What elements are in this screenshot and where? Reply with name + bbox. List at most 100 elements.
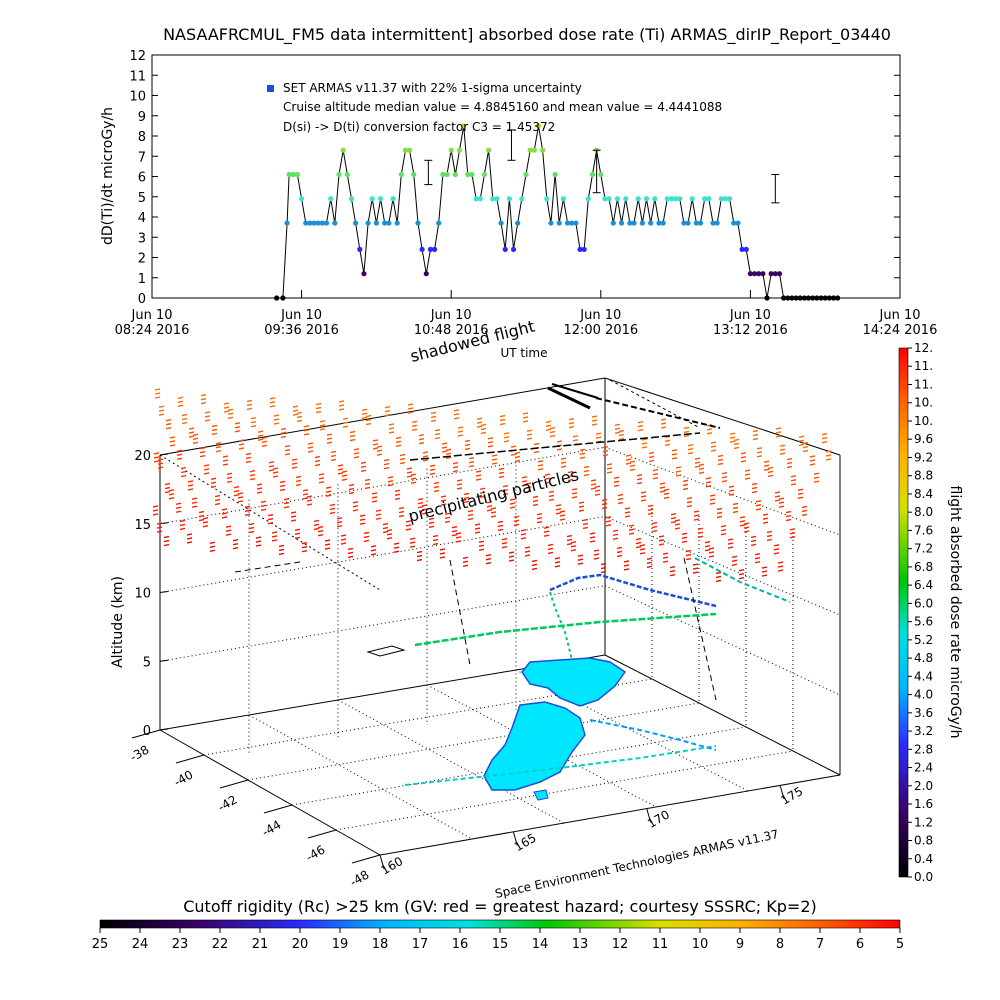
- lon-tick-mark: [779, 784, 785, 800]
- dose-point: [805, 295, 812, 301]
- rigidity-dash: [720, 532, 727, 536]
- rigidity-dash: [387, 484, 394, 487]
- rigidity-dash: [595, 436, 602, 439]
- rigidity-dash: [652, 476, 659, 480]
- rigidity-dash: [306, 499, 313, 502]
- rigidity-dash: [763, 464, 770, 467]
- rigidity-dash: [821, 441, 828, 444]
- rigidity-dash: [709, 502, 716, 505]
- rigidity-dash: [589, 536, 596, 539]
- rigidity-dash: [813, 472, 820, 475]
- rigidity-dash: [393, 542, 400, 545]
- rigidity-dash: [226, 476, 233, 479]
- rigidity-dash: [227, 408, 234, 412]
- rigidity-dash: [326, 441, 333, 444]
- alt-tick-label: 20: [134, 449, 151, 464]
- dose-point: [332, 220, 338, 226]
- rigidity-dash: [383, 466, 390, 470]
- rigidity-dash: [613, 480, 620, 483]
- rigidity-dash: [593, 549, 600, 552]
- dose-point: [544, 196, 550, 202]
- dose-point: [465, 171, 471, 178]
- dose-point: [793, 295, 799, 301]
- rigidity-dash: [433, 481, 440, 485]
- rigidity-dash: [522, 412, 529, 415]
- rigidity-dash: [180, 470, 187, 474]
- rigidity-dash: [549, 434, 556, 438]
- rigidity-dash: [222, 463, 229, 466]
- rigidity-dash: [411, 420, 418, 423]
- rigidity-dash: [480, 427, 487, 431]
- rigidity-dash: [789, 536, 796, 539]
- rigidity-dash: [405, 520, 412, 523]
- dose-point: [386, 220, 392, 226]
- colorbar-tick-label: 4.0: [914, 688, 933, 702]
- rigidity-dash: [153, 460, 160, 463]
- colorbar-tick-label: 7.2: [914, 542, 933, 556]
- x-tick-time: 10:48 2016: [414, 323, 489, 338]
- rigidity-dash: [215, 449, 222, 453]
- rigidity-dash: [168, 497, 175, 500]
- rigidity-dash: [728, 493, 735, 496]
- rigidity-dash: [175, 510, 182, 513]
- rigidity-dash: [640, 495, 647, 498]
- rigidity-dash: [301, 546, 308, 549]
- timeseries-y-label: dD(Ti)/dt microGy/h: [100, 107, 116, 245]
- lon-tick-mark: [646, 808, 652, 823]
- rigidity-dash: [314, 455, 321, 459]
- floor-grid-lat: [291, 726, 747, 806]
- rigidity-dash: [578, 509, 585, 512]
- colorbar-tick-label: 10.: [914, 414, 933, 428]
- rigidity-dash: [629, 460, 636, 463]
- colorbar-tick-label: 6.0: [914, 596, 933, 610]
- rigidity-dash: [623, 564, 630, 567]
- rigidity-dash: [648, 459, 655, 463]
- rigidity-dash: [660, 422, 667, 425]
- rigidity-dash: [732, 506, 739, 510]
- rigidity-dash: [503, 432, 510, 435]
- rigidity-dash: [409, 541, 416, 544]
- rigidity-dash: [202, 525, 209, 528]
- colorbar-tick-label: 0.4: [914, 852, 933, 866]
- rigidity-dash: [566, 538, 573, 542]
- rigidity-dash: [163, 539, 170, 543]
- rigidity-dash: [801, 509, 808, 513]
- rigidity-dash: [738, 577, 745, 580]
- rigidity-dash: [548, 490, 555, 494]
- annotation-conversion-factor: D(si) -> D(ti) conversion factor C3 = 1.…: [283, 120, 555, 134]
- dose-point: [756, 271, 762, 277]
- rigidity-tick-label: 23: [172, 937, 189, 952]
- longitude-ticks: 160 165 170 175: [379, 784, 806, 878]
- rigidity-dash: [531, 559, 538, 563]
- rigidity-dash: [716, 515, 723, 519]
- rigidity-dash: [158, 409, 165, 412]
- rigidity-dash: [669, 573, 676, 577]
- rigidity-dash: [342, 421, 349, 424]
- rigidity-dash: [272, 471, 279, 474]
- rigidity-dash: [752, 433, 759, 437]
- rigidity-dash: [490, 511, 497, 514]
- rigidity-dash: [455, 540, 462, 543]
- stewart-island: [533, 789, 549, 801]
- dose-point: [598, 171, 604, 178]
- rigidity-dash: [279, 484, 286, 488]
- colorbar-tick-label: 4.4: [914, 669, 933, 683]
- rigidity-dash: [278, 552, 285, 556]
- rigidity-tick-label: 10: [692, 937, 709, 952]
- rigidity-dash: [731, 555, 738, 559]
- rigidity-dash: [406, 467, 413, 470]
- rigidity-dash: [756, 451, 763, 454]
- rigidity-dash: [583, 469, 590, 473]
- rigidity-dash: [200, 402, 207, 405]
- rigidity-dash: [475, 474, 482, 477]
- dose-point: [648, 220, 654, 226]
- rigidity-dash: [432, 534, 439, 538]
- rigidity-dash: [616, 550, 623, 554]
- dose-point: [618, 220, 625, 226]
- dose-point: [373, 220, 379, 226]
- rigidity-dash: [324, 539, 331, 542]
- rigidity-dash: [491, 462, 498, 465]
- rigidity-dash: [694, 457, 701, 460]
- rigidity-dash: [387, 480, 394, 483]
